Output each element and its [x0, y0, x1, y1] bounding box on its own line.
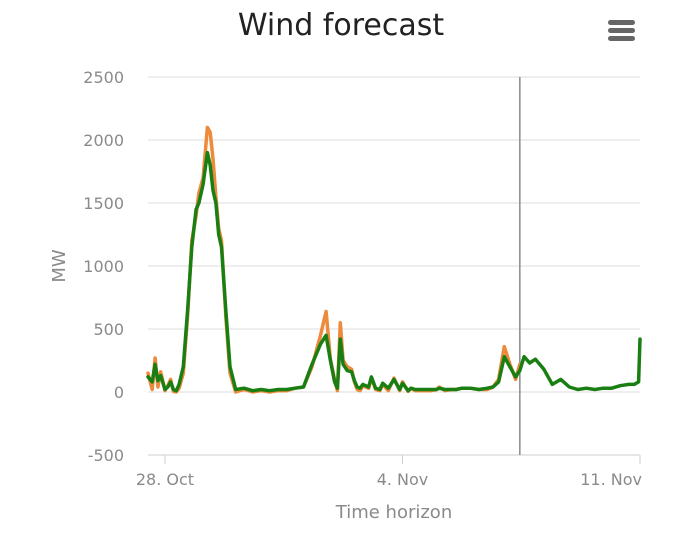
grid-lines [148, 76, 640, 393]
y-axis-ticks: -500 0 500 1000 1500 2000 2500 [83, 68, 124, 465]
y-tick-label: 0 [114, 383, 124, 402]
menu-bar [608, 36, 635, 41]
menu-bar [608, 28, 635, 33]
hamburger-menu-icon[interactable] [604, 16, 638, 46]
y-tick-label: 2000 [83, 131, 124, 150]
y-tick-label: 1000 [83, 257, 124, 276]
x-axis-ticks: 28. Oct 4. Nov 11. Nov [136, 455, 642, 489]
menu-bar [608, 20, 635, 25]
y-tick-label: 1500 [83, 194, 124, 213]
x-axis-title: Time horizon [335, 502, 452, 523]
chart-title: Wind forecast [238, 8, 444, 43]
x-tick-label: 28. Oct [136, 470, 194, 489]
series-line-forecast [146, 150, 642, 393]
y-tick-label: 2500 [83, 68, 124, 87]
x-tick-label: 11. Nov [580, 470, 642, 489]
y-tick-label: -500 [88, 446, 124, 465]
y-axis-title: MW [49, 249, 70, 283]
y-tick-label: 500 [93, 320, 124, 339]
x-tick-label: 4. Nov [377, 470, 429, 489]
